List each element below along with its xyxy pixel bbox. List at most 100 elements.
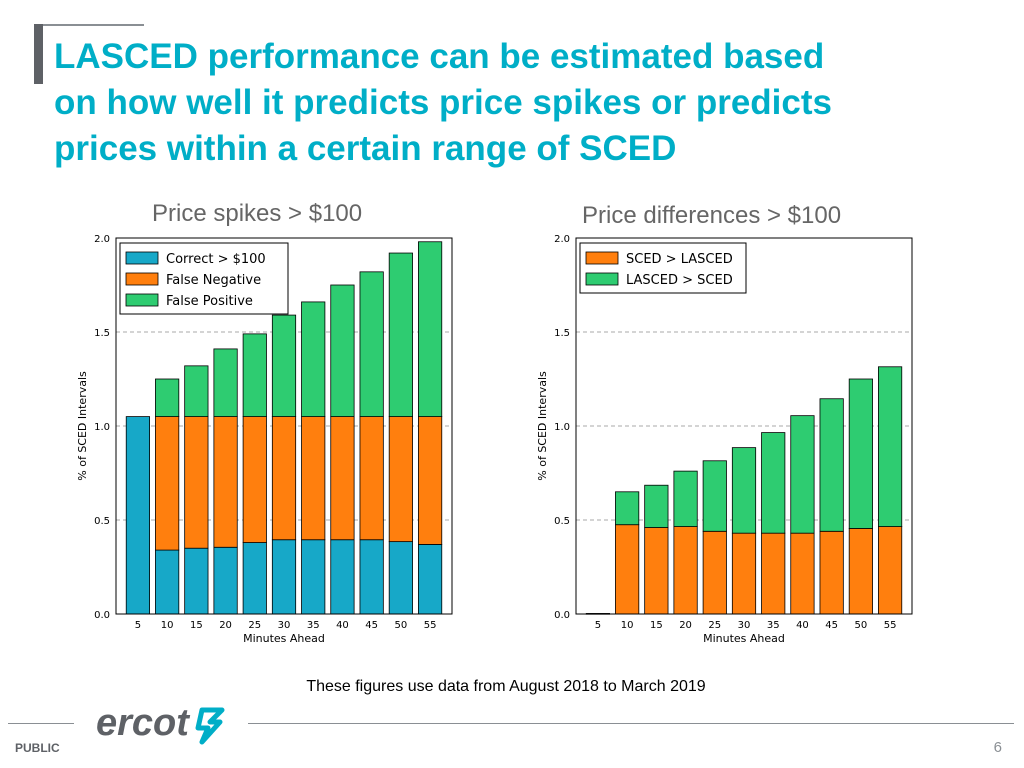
ercot-logo-wordmark: ercot	[96, 702, 190, 744]
x-tick-label: 10	[161, 620, 174, 631]
y-tick-label: 2.0	[554, 234, 570, 245]
plot-frame	[575, 237, 913, 615]
bar-segment-sced-lasced	[731, 532, 757, 615]
bar-segment-lasced-sced	[761, 432, 786, 534]
title-accent-line	[34, 24, 144, 26]
x-tick-label: 50	[855, 620, 868, 631]
slide-title-line: prices within a certain range of SCED	[54, 129, 677, 168]
y-tick-label: 2.0	[94, 234, 110, 245]
bar-segment-false-negative	[417, 416, 443, 545]
bar-segment-false-positive	[213, 348, 238, 417]
y-tick-label: 0.0	[94, 610, 110, 621]
y-tick-label: 1.0	[94, 422, 110, 433]
bar-segment-sced-lasced	[615, 524, 640, 615]
y-tick-label: 1.5	[554, 328, 570, 339]
bar-segment-sced-lasced	[790, 532, 815, 615]
y-tick-label: 1.0	[554, 422, 570, 433]
bar-segment-correct-100	[125, 416, 150, 615]
legend-label: LASCED > SCED	[626, 273, 733, 288]
legend-swatch	[125, 251, 159, 265]
x-tick-label: 40	[336, 620, 349, 631]
plot-frame	[115, 237, 453, 615]
bar-segment-correct-100	[213, 546, 238, 615]
bar-segment-false-positive	[417, 241, 443, 417]
y-tick-label: 0.5	[94, 516, 110, 527]
legend-label: False Negative	[166, 273, 261, 288]
bar-segment-false-negative	[184, 416, 209, 549]
legend-label: SCED > LASCED	[626, 252, 733, 267]
bar-segment-false-negative	[330, 416, 355, 541]
legend-label: False Positive	[166, 294, 253, 309]
page-number: 6	[993, 739, 1002, 756]
bar-segment-sced-lasced	[877, 526, 903, 615]
bar-segment-lasced-sced	[615, 491, 640, 526]
bar-segment-lasced-sced	[790, 415, 815, 534]
bar-segment-false-positive	[330, 284, 355, 418]
bar-segment-lasced-sced	[702, 460, 727, 532]
legend-swatch	[585, 272, 619, 286]
x-tick-label: 15	[650, 620, 663, 631]
x-tick-label: 35	[307, 620, 320, 631]
bar-segment-false-negative	[301, 416, 326, 541]
x-tick-label: 15	[190, 620, 203, 631]
bar-segment-correct-100	[388, 541, 413, 615]
left-chart-caption: Price spikes > $100	[152, 200, 363, 227]
x-tick-label: 5	[135, 620, 141, 631]
bar-segment-lasced-sced	[731, 447, 757, 534]
y-tick-label: 1.5	[94, 328, 110, 339]
legend-swatch	[125, 272, 159, 286]
legend-box	[579, 242, 747, 294]
bar-segment-lasced-sced	[819, 398, 844, 532]
x-tick-label: 25	[708, 620, 721, 631]
bar-segment-sced-lasced	[761, 532, 786, 615]
bar-segment-false-positive	[271, 314, 297, 417]
bar-segment-sced-lasced	[673, 526, 698, 615]
footer-divider-right	[248, 723, 1014, 724]
x-tick-label: 55	[424, 620, 437, 631]
bar-segment-correct-100	[271, 539, 297, 615]
price-differences-chart: 0.0 0.5 1.0 1.5 2.0 5 10 15 20 25 30 35 40 45 50 55 Minu…	[536, 234, 913, 645]
classification-label: PUBLIC	[15, 741, 60, 755]
legend-swatch	[125, 293, 159, 307]
legend-label: Correct > $100	[166, 252, 266, 267]
x-tick-label: 45	[825, 620, 838, 631]
bar-segment-correct-100	[242, 542, 267, 615]
x-tick-label: 5	[595, 620, 601, 631]
bar-segment-false-negative	[359, 416, 384, 541]
x-tick-label: 25	[248, 620, 261, 631]
bar-segment-sced-lasced	[819, 530, 844, 615]
bar-segment-sced-lasced	[848, 528, 873, 615]
y-axis-label: % of SCED Intervals	[76, 371, 89, 481]
slide-title-line: on how well it predicts price spikes or …	[54, 83, 832, 122]
bar-segment-sced-lasced	[702, 530, 727, 615]
data-range-footnote: These figures use data from August 2018 …	[306, 678, 706, 695]
y-axis-label: % of SCED Intervals	[536, 371, 549, 481]
bar-segment-false-negative	[155, 416, 180, 551]
x-tick-label: 20	[219, 620, 232, 631]
bar-segment-correct-100	[301, 539, 326, 615]
bar-segment-false-negative	[242, 416, 267, 543]
bar-segment-false-positive	[301, 301, 326, 417]
footer-divider-left	[8, 723, 74, 724]
bar-segment-false-negative	[213, 416, 238, 548]
bar-segment-false-positive	[242, 333, 267, 417]
bar-segment-lasced-sced	[644, 484, 669, 528]
x-tick-label: 30	[738, 620, 751, 631]
y-tick-label: 0.0	[554, 610, 570, 621]
x-tick-label: 50	[395, 620, 408, 631]
x-tick-label: 45	[365, 620, 378, 631]
slide-title: LASCED performance can be estimated base…	[54, 34, 974, 172]
bar-segment-lasced-sced	[673, 470, 698, 527]
bar-segment-false-positive	[184, 365, 209, 417]
right-chart-caption: Price differences > $100	[582, 202, 842, 229]
bar-segment-correct-100	[359, 539, 384, 615]
bar-segment-correct-100	[155, 549, 180, 615]
bar-segment-false-positive	[388, 252, 413, 417]
ercot-bolt-icon	[195, 707, 225, 745]
x-axis-label: Minutes Ahead	[243, 632, 325, 645]
bar-segment-false-positive	[359, 271, 384, 417]
x-axis-label: Minutes Ahead	[703, 632, 785, 645]
bar-segment-correct-100	[330, 539, 355, 615]
x-tick-label: 10	[621, 620, 634, 631]
x-tick-label: 20	[679, 620, 692, 631]
